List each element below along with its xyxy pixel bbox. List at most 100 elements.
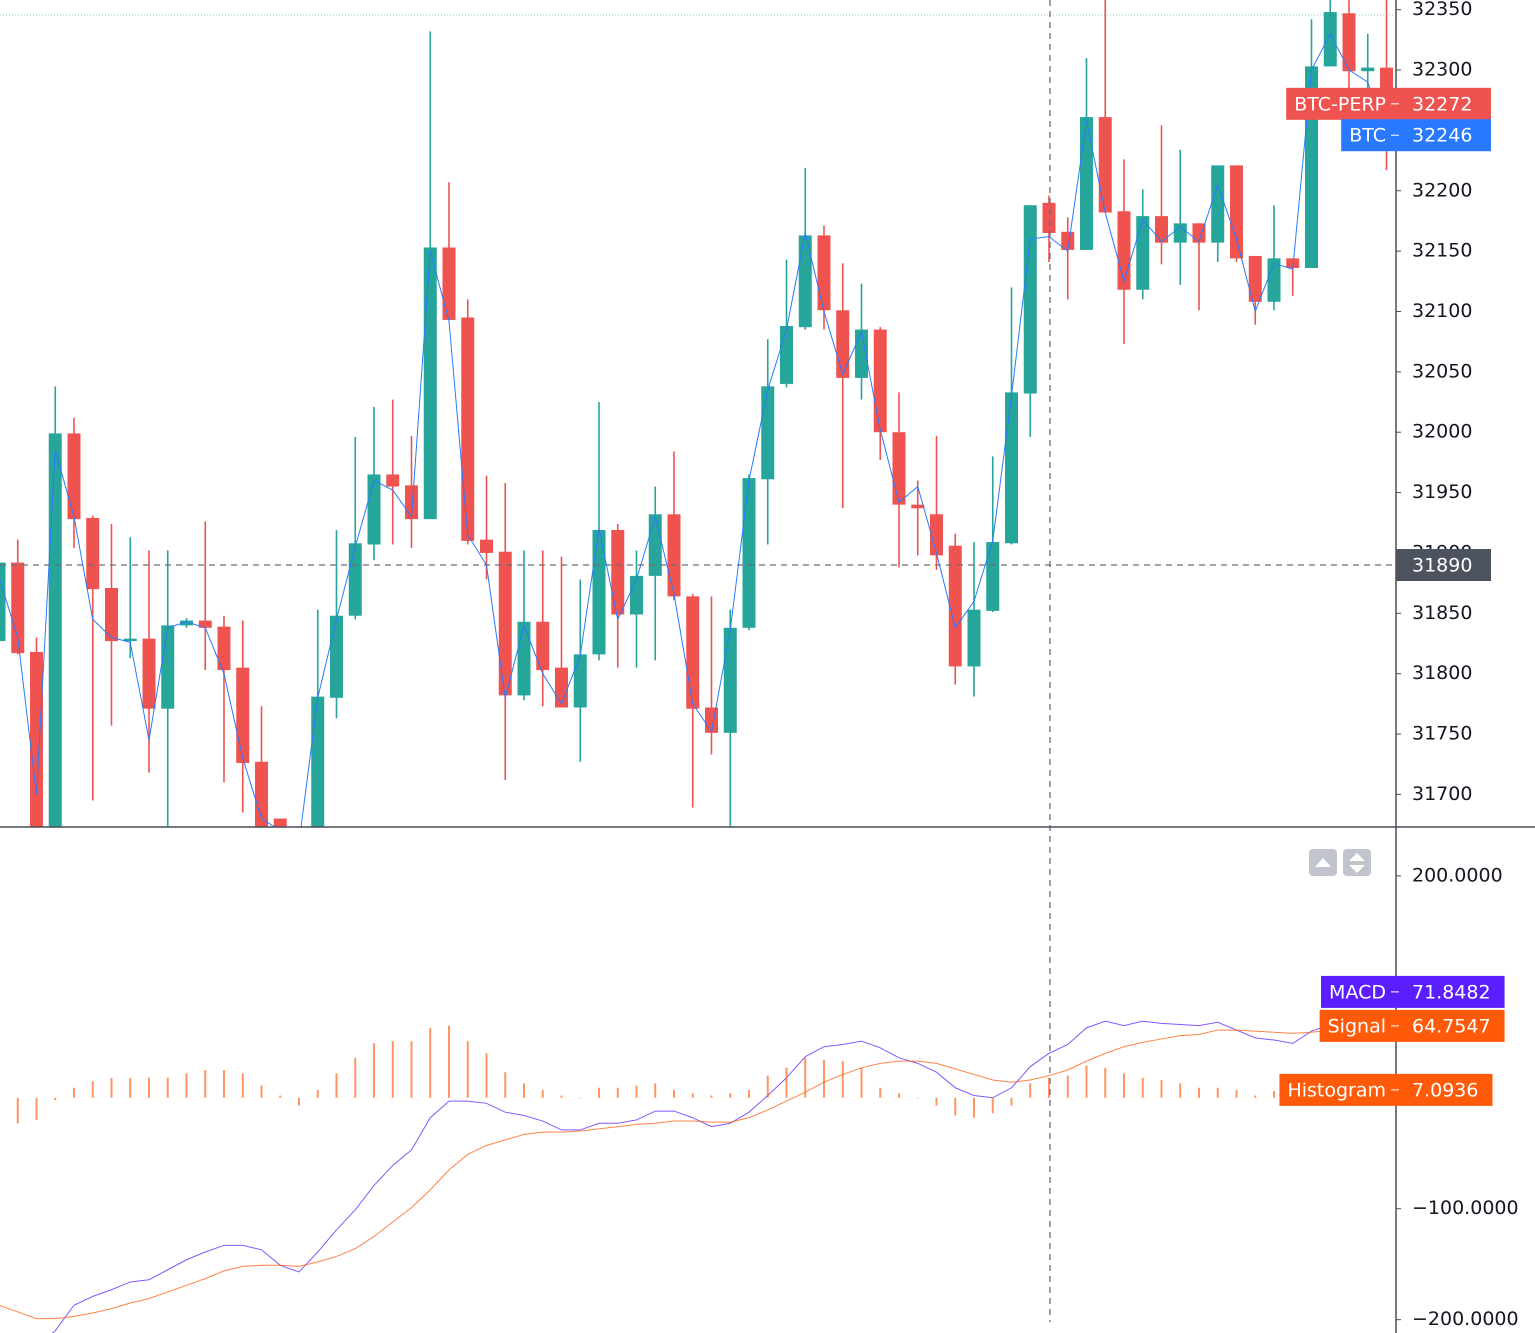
histogram-bar: [560, 1095, 563, 1098]
candle-body: [180, 620, 193, 626]
y-tick-label: 32350: [1412, 0, 1472, 20]
indicator-line: [0, 1025, 1387, 1320]
series-label-value: 71.8482: [1412, 981, 1491, 1003]
histogram-bar: [1141, 1077, 1144, 1098]
candle-body: [273, 818, 287, 827]
candle-body: [11, 562, 25, 654]
candle-body: [311, 696, 325, 827]
candle-body: [948, 545, 962, 667]
y-tick-label: 32050: [1412, 360, 1472, 382]
series-label-value: 32272: [1412, 93, 1472, 115]
crosshair-label-box: [1396, 549, 1491, 582]
scale-up-icon: [1315, 858, 1331, 867]
series-label-name: Histogram: [1287, 1079, 1386, 1101]
candle-body: [742, 478, 756, 628]
histogram-bar: [616, 1087, 619, 1098]
axis-layer: 3170031750318003185031900319503200032050…: [1396, 0, 1519, 1330]
histogram-bar: [1048, 1077, 1050, 1098]
histogram-bar: [523, 1083, 525, 1098]
histogram-bar: [1029, 1083, 1032, 1098]
histogram-bar: [54, 1097, 57, 1100]
histogram-bar: [1123, 1073, 1125, 1098]
candle-body: [142, 638, 156, 709]
candle-body: [986, 542, 1000, 611]
candle-body: [798, 235, 812, 328]
histogram-bar: [579, 1097, 582, 1099]
histogram-bar: [860, 1067, 863, 1098]
y-tick-label: 32200: [1412, 179, 1472, 201]
candle-body: [892, 432, 906, 505]
candle-body: [536, 621, 550, 671]
series-label-box: [1321, 975, 1505, 1008]
candle-body: [348, 543, 362, 616]
histogram-bar: [748, 1089, 750, 1098]
histogram-bar: [1254, 1095, 1257, 1098]
candle-body: [1323, 12, 1337, 67]
series-label-box: [1279, 1073, 1493, 1106]
histogram-bar: [991, 1097, 994, 1114]
histogram-bar: [316, 1089, 319, 1098]
candle-body: [86, 517, 100, 590]
candle-body: [1023, 205, 1037, 394]
histogram-bar: [841, 1061, 844, 1098]
candle-body: [217, 626, 231, 671]
histogram-bar: [766, 1075, 769, 1098]
candle-body: [123, 638, 137, 642]
histogram-bar: [1235, 1089, 1238, 1098]
histogram-bar: [485, 1053, 488, 1098]
histogram-bar: [598, 1087, 600, 1098]
candle-body: [630, 575, 643, 615]
candle-body: [1098, 117, 1112, 213]
series-label-value: 64.7547: [1412, 1015, 1491, 1037]
histogram-bar: [166, 1077, 169, 1098]
candle-body: [780, 325, 793, 384]
candle-body: [1061, 231, 1075, 250]
candle-body: [423, 247, 437, 520]
histogram-bar: [710, 1095, 713, 1098]
histogram-bar: [260, 1085, 263, 1098]
candle-body: [573, 654, 587, 708]
y-tick-label: 32000: [1412, 421, 1472, 443]
candle-body: [648, 514, 662, 576]
histogram-bar: [635, 1085, 638, 1098]
histogram-bar: [1216, 1087, 1219, 1098]
candle-body: [1286, 258, 1300, 269]
candle-body: [255, 761, 268, 827]
histogram-bar: [1179, 1083, 1182, 1098]
histogram-bar: [410, 1041, 413, 1098]
histogram-bar: [448, 1025, 450, 1098]
histogram-bar: [973, 1097, 975, 1118]
histogram-bar: [16, 1097, 19, 1124]
candle-body: [967, 609, 981, 667]
y-tick-label: 31850: [1412, 602, 1472, 624]
histogram-bar: [35, 1097, 38, 1120]
y-tick-label: 31950: [1412, 481, 1472, 503]
histogram-bar: [148, 1077, 150, 1098]
candle-body: [461, 317, 475, 541]
candle-body: [723, 627, 737, 733]
candle-body: [1117, 211, 1131, 290]
candle-body: [611, 530, 625, 615]
histogram-bar: [785, 1067, 788, 1098]
candle-body: [1155, 216, 1168, 243]
histogram-bar: [129, 1077, 132, 1098]
candle-body: [1211, 165, 1225, 243]
candle-body: [442, 247, 456, 320]
candle-body: [1248, 255, 1262, 302]
histogram-bar: [466, 1041, 469, 1098]
candle-body: [761, 386, 775, 480]
histogram-bar: [298, 1097, 300, 1106]
scale-both-button[interactable]: [1343, 849, 1371, 876]
label-layer: 31890 BTC-PERP 32272 BTC 32246 MACD 71.8482 Sig…: [1279, 87, 1505, 1106]
candle-body: [1042, 202, 1056, 234]
candle-body: [236, 667, 250, 764]
candle-body: [1230, 165, 1243, 259]
histogram-bar: [373, 1043, 375, 1098]
y-tick-label: 32150: [1412, 240, 1472, 262]
scale-buttons[interactable]: [1309, 849, 1371, 876]
candle-body: [198, 620, 212, 628]
series-label-value: 7.0936: [1412, 1079, 1478, 1101]
histogram-bar: [1160, 1080, 1163, 1098]
candle-body: [517, 621, 531, 696]
histogram-bar: [185, 1073, 188, 1098]
